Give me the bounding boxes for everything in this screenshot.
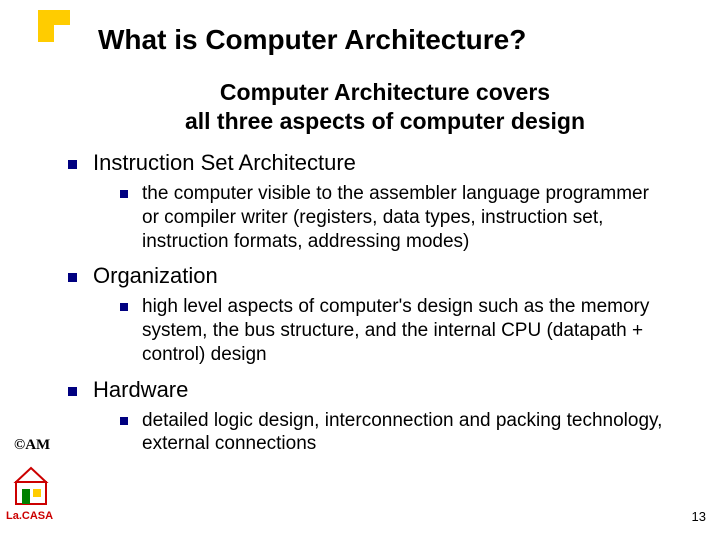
list-item: Instruction Set Architecture the compute… xyxy=(60,150,670,253)
slide: What is Computer Architecture? Computer … xyxy=(0,0,720,540)
bullet-icon xyxy=(68,160,77,169)
bullet-icon xyxy=(120,303,128,311)
subtitle-line-2: all three aspects of computer design xyxy=(185,108,585,134)
corner-accent-white xyxy=(54,25,86,57)
page-number: 13 xyxy=(692,509,706,524)
copyright-label: ©AM xyxy=(14,437,50,454)
item-label: Hardware xyxy=(93,377,188,403)
bullet-icon xyxy=(120,190,128,198)
bullet-icon xyxy=(120,417,128,425)
subtitle-line-1: Computer Architecture covers xyxy=(220,79,550,105)
slide-subtitle: Computer Architecture covers all three a… xyxy=(110,78,660,136)
item-description: detailed logic design, interconnection a… xyxy=(142,409,670,457)
slide-title: What is Computer Architecture? xyxy=(98,24,526,56)
item-label: Organization xyxy=(93,263,218,289)
item-label: Instruction Set Architecture xyxy=(93,150,356,176)
list-item: Organization high level aspects of compu… xyxy=(60,263,670,366)
item-description: the computer visible to the assembler la… xyxy=(142,182,670,253)
list-item: Hardware detailed logic design, intercon… xyxy=(60,377,670,457)
item-description: high level aspects of computer's design … xyxy=(142,295,670,366)
content-area: Instruction Set Architecture the compute… xyxy=(60,150,670,466)
lacasa-logo-icon xyxy=(12,464,54,506)
bullet-icon xyxy=(68,273,77,282)
lacasa-label: La.CASA xyxy=(6,510,53,522)
bullet-icon xyxy=(68,387,77,396)
